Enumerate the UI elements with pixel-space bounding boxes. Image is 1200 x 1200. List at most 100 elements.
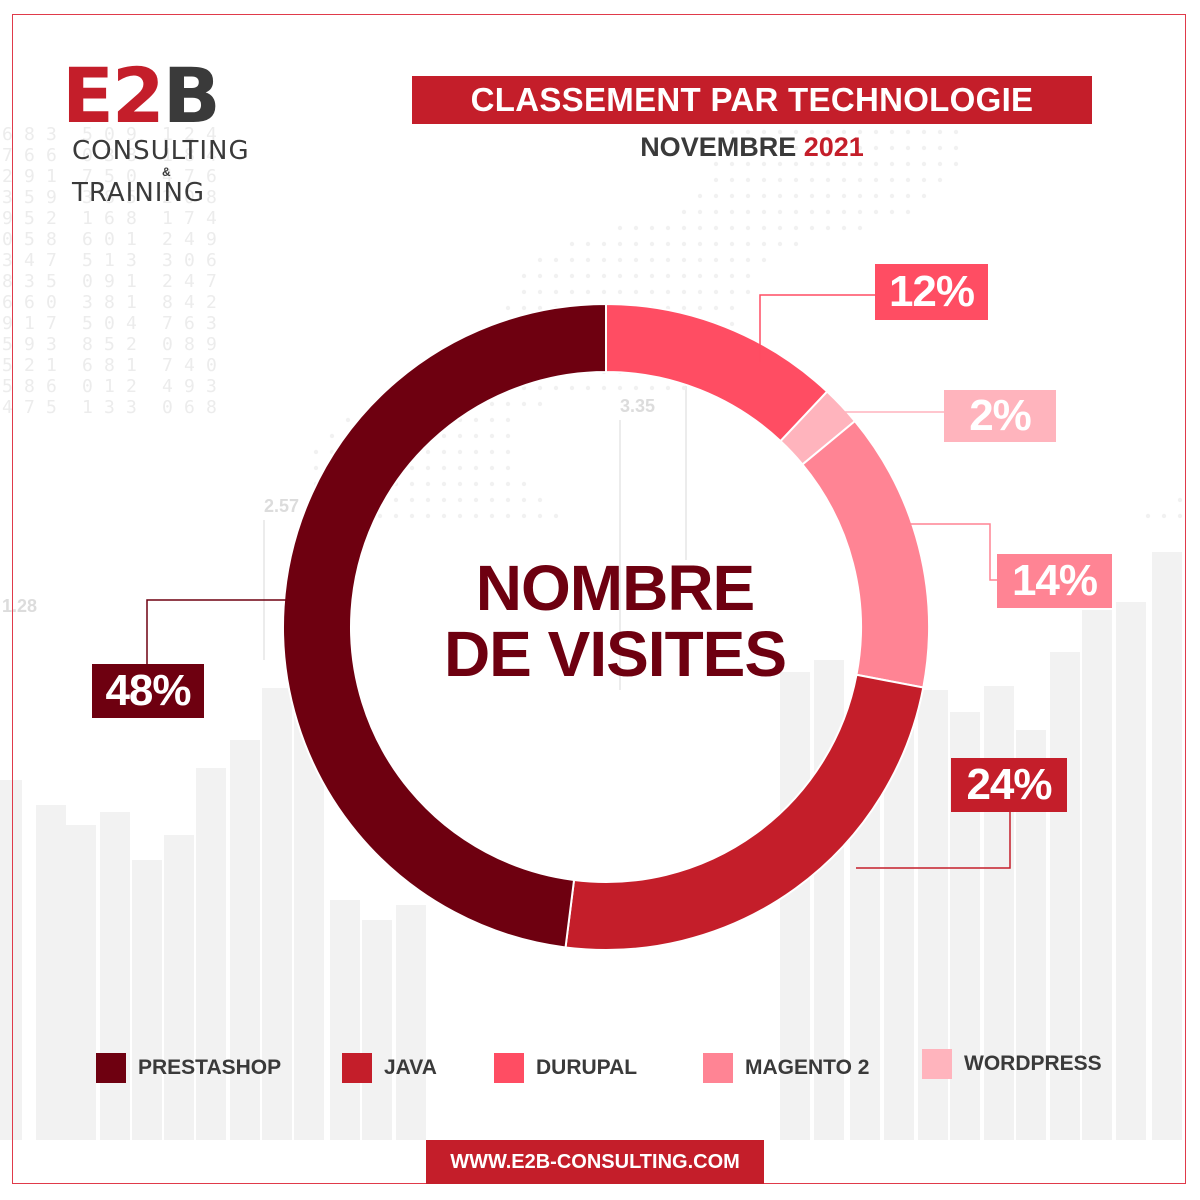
background-dot [889, 129, 895, 135]
background-digit: 1 [46, 355, 57, 376]
background-dot [697, 289, 703, 295]
background-digit: 1 [126, 271, 137, 292]
background-dot [633, 241, 639, 247]
background-number: 3.35 [620, 396, 655, 416]
background-dot [601, 273, 607, 279]
background-bar [164, 835, 194, 1140]
background-dot [825, 209, 831, 215]
background-dot [489, 449, 495, 455]
background-digit: 7 [24, 397, 35, 418]
background-dot [905, 161, 911, 167]
background-dot [825, 177, 831, 183]
background-digit: 8 [206, 187, 217, 208]
background-dot [793, 177, 799, 183]
background-dot [585, 385, 591, 391]
background-dot [313, 449, 319, 455]
background-digit: 5 [46, 397, 57, 418]
background-dot [857, 129, 863, 135]
background-dot [377, 513, 383, 519]
background-digit: 0 [162, 397, 173, 418]
background-digit: 3 [2, 250, 13, 271]
background-dot [921, 145, 927, 151]
background-digit: 1 [162, 124, 173, 145]
background-digit: 6 [82, 355, 93, 376]
background-dot [441, 449, 447, 455]
background-dot [713, 177, 719, 183]
background-dot [905, 145, 911, 151]
background-digit: 7 [206, 271, 217, 292]
background-dot [745, 289, 751, 295]
background-dot [473, 481, 479, 487]
background-dot [441, 513, 447, 519]
background-dot [553, 273, 559, 279]
background-digit: 7 [184, 208, 195, 229]
background-digit: 5 [82, 250, 93, 271]
legend-swatch [96, 1053, 126, 1083]
background-dot [393, 513, 399, 519]
background-dot [441, 465, 447, 471]
background-digit: 8 [126, 208, 137, 229]
background-dot [473, 449, 479, 455]
background-dot [681, 257, 687, 263]
background-digit: 4 [2, 397, 13, 418]
background-dot [777, 145, 783, 151]
background-dot [537, 513, 543, 519]
background-digit: 9 [24, 334, 35, 355]
background-dot [729, 241, 735, 247]
background-dot [457, 433, 463, 439]
background-dot [649, 385, 655, 391]
background-digit: 0 [104, 229, 115, 250]
background-dot [441, 433, 447, 439]
background-digit: 5 [2, 376, 13, 397]
background-dot [425, 497, 431, 503]
website-url[interactable]: WWW.E2B-CONSULTING.COM [426, 1140, 764, 1184]
background-dot [457, 449, 463, 455]
background-dot [825, 225, 831, 231]
background-digit: 9 [104, 271, 115, 292]
background-dot [505, 497, 511, 503]
background-dot [809, 209, 815, 215]
background-digit: 3 [46, 334, 57, 355]
background-digit: 5 [104, 334, 115, 355]
background-bar [132, 860, 162, 1140]
background-dot [393, 497, 399, 503]
background-dot [729, 273, 735, 279]
background-dot [761, 257, 767, 263]
background-dot [713, 305, 719, 311]
background-dot [1177, 497, 1183, 503]
background-digit: 4 [206, 145, 217, 166]
background-dot [745, 129, 751, 135]
donut-center-label: NOMBRE DE VISITES [380, 555, 850, 687]
background-dot [409, 465, 415, 471]
background-number: 2.57 [264, 496, 299, 516]
background-bar [396, 905, 426, 1140]
background-digit: 6 [206, 250, 217, 271]
background-dot [457, 465, 463, 471]
background-dot [761, 177, 767, 183]
background-digit: 0 [46, 292, 57, 313]
background-dot [521, 481, 527, 487]
background-dot [489, 417, 495, 423]
background-digit: 9 [206, 229, 217, 250]
background-dot [745, 209, 751, 215]
background-dot [857, 209, 863, 215]
background-dot [729, 225, 735, 231]
background-digit: 8 [24, 376, 35, 397]
background-dot [729, 161, 735, 167]
background-dot [937, 145, 943, 151]
percentage-label-prestashop: 48% [92, 664, 204, 718]
background-dot [777, 193, 783, 199]
background-dot [665, 257, 671, 263]
background-digit: 3 [126, 397, 137, 418]
background-digit: 8 [104, 355, 115, 376]
background-digit: 0 [104, 313, 115, 334]
background-digit: 0 [104, 124, 115, 145]
logo-mark-right: B [162, 51, 221, 140]
background-digit: 8 [82, 334, 93, 355]
background-dot [857, 161, 863, 167]
background-dot [1161, 513, 1167, 519]
background-dot [729, 145, 735, 151]
background-dot [521, 513, 527, 519]
background-dot [809, 145, 815, 151]
background-dot [697, 305, 703, 311]
